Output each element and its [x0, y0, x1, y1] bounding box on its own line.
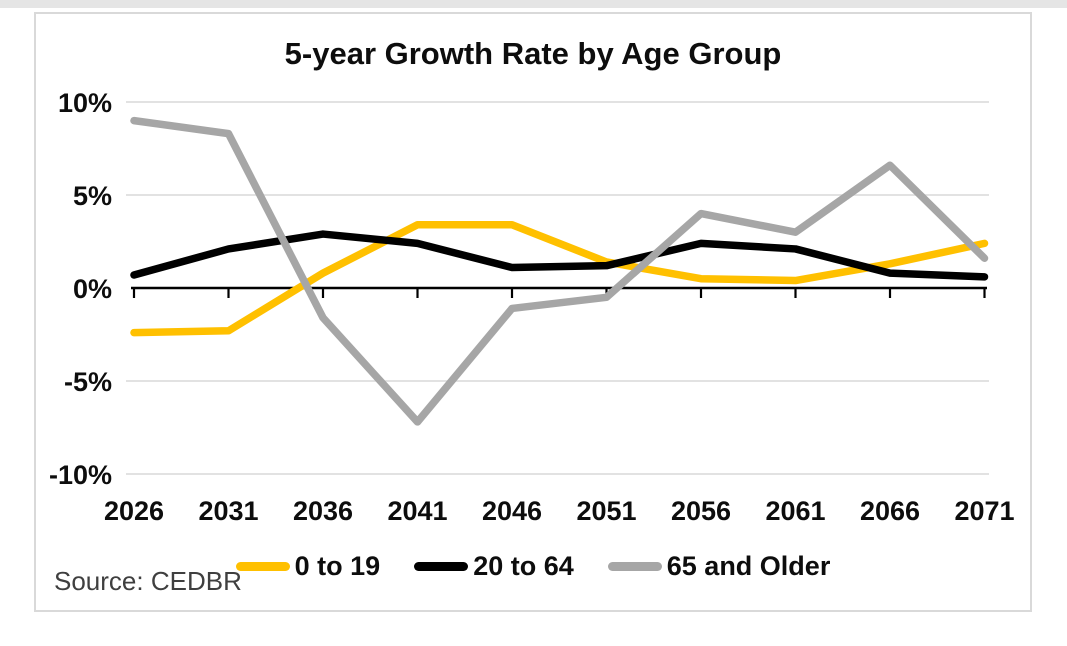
y-tick-label: 10%	[58, 88, 112, 118]
legend-swatch-65-and-older	[607, 561, 662, 571]
series-line-0-to-19	[130, 221, 989, 337]
legend-label: 20 to 64	[473, 550, 574, 581]
x-tick-label: 2036	[293, 496, 353, 526]
y-tick-label: -5%	[64, 367, 112, 397]
x-tick-label: 2046	[482, 496, 542, 526]
series-line-65-and-older	[130, 116, 989, 426]
line-chart-plot: 10% 5% 0% -5% -10% 2026 2031 2036 2041 2046 2051 20…	[49, 88, 1015, 526]
y-tick-label: 5%	[73, 181, 112, 211]
x-tick-label: 2071	[954, 496, 1014, 526]
x-tick-label: 2061	[765, 496, 825, 526]
y-tick-label: -10%	[49, 460, 112, 490]
x-tick-label: 2031	[198, 496, 258, 526]
x-tick-label: 2051	[576, 496, 636, 526]
legend-item-65-and-older: 65 and Older	[607, 550, 831, 582]
x-tick-label: 2041	[387, 496, 447, 526]
y-tick-label: 0%	[73, 274, 112, 304]
legend-item-0-to-19: 0 to 19	[235, 550, 381, 582]
series-line-20-to-64	[130, 230, 989, 281]
chart-title: 5-year Growth Rate by Age Group	[284, 36, 782, 71]
source-note: Source: CEDBR	[54, 566, 242, 596]
x-tick-label: 2066	[860, 496, 920, 526]
legend-item-20-to-64: 20 to 64	[414, 551, 574, 582]
x-tick-label: 2026	[104, 496, 164, 526]
legend-swatch-0-to-19	[235, 561, 290, 571]
window-top-strip	[0, 0, 1067, 8]
legend-label: 0 to 19	[294, 550, 381, 581]
legend-swatch-20-to-64	[414, 561, 469, 571]
chart-legend: 0 to 19 20 to 64 65 and Older	[36, 550, 1030, 582]
legend-label: 65 and Older	[666, 550, 831, 581]
x-tick-label: 2056	[671, 496, 731, 526]
chart-frame: 5-year Growth Rate by Age Group 10% 5% 0% -…	[34, 12, 1032, 612]
